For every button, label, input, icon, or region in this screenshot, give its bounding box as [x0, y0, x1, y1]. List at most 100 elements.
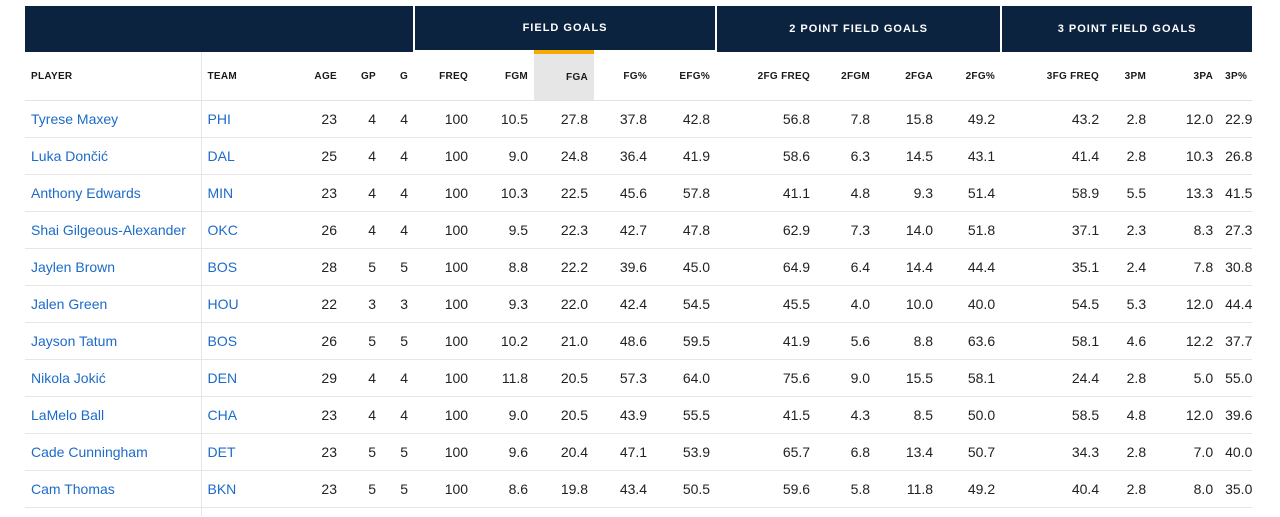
column-header-3pa[interactable]: 3PA — [1152, 52, 1220, 101]
player-link[interactable]: Shai Gilgeous-Alexander — [31, 222, 186, 238]
cell-player: Cam Thomas — [25, 470, 201, 508]
cell-3pm: 2.8 — [1105, 359, 1153, 397]
cell-2fgm: 7.8 — [816, 100, 877, 138]
cell-3fg-freq: 58.9 — [1001, 174, 1106, 212]
column-header-fgm[interactable]: FGM — [474, 52, 535, 101]
column-header-2fgm[interactable]: 2FGM — [816, 52, 877, 101]
group-header-three-point: 3 POINT FIELD GOALS — [1000, 6, 1253, 52]
cell-efg-pct: 45.0 — [653, 248, 717, 286]
cell-efg-pct: 47.8 — [653, 211, 717, 249]
player-link[interactable]: Luka Dončić — [31, 148, 109, 164]
team-link[interactable]: DAL — [207, 148, 235, 164]
table-row: Cade Cunningham DET 23 5 5 100 9.6 20.4 47.1 53.9… — [25, 433, 1252, 471]
cell-freq: 100 — [414, 470, 475, 508]
cell-2fg-freq: 62.9 — [716, 211, 817, 249]
cell-empty — [939, 508, 1001, 517]
cell-fga: 24.8 — [534, 137, 595, 175]
cell-team: PHI — [200, 100, 279, 138]
team-link[interactable]: DEN — [207, 370, 238, 386]
column-header-freq[interactable]: FREQ — [414, 52, 475, 101]
cell-age: 28 — [279, 248, 343, 286]
table-row: Cam Thomas BKN 23 5 5 100 8.6 19.8 43.4 50.5 59.6 5… — [25, 470, 1252, 508]
column-header-fg-pct[interactable]: FG% — [594, 52, 654, 101]
cell-efg-pct: 53.9 — [653, 433, 717, 471]
player-link[interactable]: Jalen Green — [31, 296, 108, 312]
stats-table-container: FIELD GOALS 2 POINT FIELD GOALS 3 POINT … — [25, 6, 1252, 516]
team-link[interactable]: CHA — [207, 407, 238, 423]
player-link[interactable]: Jaylen Brown — [31, 259, 116, 275]
cell-2fg-pct: 51.8 — [939, 211, 1002, 249]
cell-3pa: 8.3 — [1152, 211, 1220, 249]
cell-empty — [1001, 508, 1105, 517]
cell-3p-pct: 39.6 — [1219, 396, 1252, 434]
player-link[interactable]: Jayson Tatum — [31, 333, 118, 349]
column-header-efg-pct[interactable]: EFG% — [653, 52, 717, 101]
cell-fg-pct: 48.6 — [594, 322, 654, 360]
cell-2fga: 15.8 — [876, 100, 940, 138]
cell-efg-pct: 59.5 — [653, 322, 717, 360]
cell-fgm: 10.2 — [474, 322, 535, 360]
cell-fg-pct: 42.7 — [594, 211, 654, 249]
player-link[interactable]: LaMelo Ball — [31, 407, 105, 423]
team-link[interactable]: OKC — [207, 222, 238, 238]
cell-3pa: 7.0 — [1152, 433, 1220, 471]
cell-empty — [594, 508, 653, 517]
cell-freq: 100 — [414, 359, 475, 397]
cell-3pm: 5.5 — [1105, 174, 1153, 212]
player-link[interactable]: Nikola Jokić — [31, 370, 106, 386]
cell-fga: 27.8 — [534, 100, 595, 138]
team-link[interactable]: BKN — [207, 481, 237, 497]
cell-team: DAL — [200, 137, 279, 175]
team-link[interactable]: DET — [207, 444, 236, 460]
cell-3p-pct: 44.4 — [1219, 285, 1252, 323]
column-header-gp[interactable]: GP — [343, 52, 382, 101]
team-link[interactable]: PHI — [207, 111, 231, 127]
cell-3fg-freq: 58.5 — [1001, 396, 1106, 434]
player-link[interactable]: Cade Cunningham — [31, 444, 148, 460]
cell-age: 29 — [279, 359, 343, 397]
cell-2fga: 8.5 — [876, 396, 940, 434]
column-header-age[interactable]: AGE — [279, 52, 343, 101]
cell-efg-pct: 41.9 — [653, 137, 717, 175]
column-header-team[interactable]: TEAM — [200, 52, 279, 101]
cell-g: 4 — [382, 396, 415, 434]
column-header-3pm[interactable]: 3PM — [1105, 52, 1153, 101]
cell-2fgm: 9.0 — [816, 359, 877, 397]
table-row: Shai Gilgeous-Alexander OKC 26 4 4 100 9.5 22.3… — [25, 211, 1252, 249]
column-header-2fg-freq[interactable]: 2FG FREQ — [716, 52, 817, 101]
cell-fgm: 10.3 — [474, 174, 535, 212]
group-header-two-point: 2 POINT FIELD GOALS — [715, 6, 1002, 52]
cell-empty — [343, 508, 382, 517]
cell-fgm: 9.5 — [474, 211, 535, 249]
team-link[interactable]: BOS — [207, 333, 238, 349]
cell-g: 5 — [382, 248, 415, 286]
column-header-player[interactable]: PLAYER — [25, 52, 201, 101]
team-link[interactable]: MIN — [207, 185, 234, 201]
column-header-g[interactable]: G — [382, 52, 415, 101]
cell-3pm: 2.8 — [1105, 100, 1153, 138]
column-header-fga[interactable]: FGA — [534, 50, 595, 101]
column-header-2fga[interactable]: 2FGA — [876, 52, 940, 101]
column-header-2fg-pct[interactable]: 2FG% — [939, 52, 1002, 101]
team-link[interactable]: HOU — [207, 296, 239, 312]
cell-2fg-freq: 65.7 — [716, 433, 817, 471]
cell-2fg-freq: 56.8 — [716, 100, 817, 138]
team-link[interactable]: BOS — [207, 259, 238, 275]
cell-gp: 4 — [343, 359, 382, 397]
player-link[interactable]: Anthony Edwards — [31, 185, 141, 201]
cell-3pm: 4.8 — [1105, 396, 1153, 434]
cell-fgm: 9.0 — [474, 396, 535, 434]
column-header-3fg-freq[interactable]: 3FG FREQ — [1001, 52, 1106, 101]
cell-freq: 100 — [414, 322, 475, 360]
cell-fgm: 9.6 — [474, 433, 535, 471]
cell-gp: 5 — [343, 248, 382, 286]
cell-team: DET — [200, 433, 279, 471]
player-link[interactable]: Cam Thomas — [31, 481, 115, 497]
cell-3pa: 12.2 — [1152, 322, 1220, 360]
player-link[interactable]: Tyrese Maxey — [31, 111, 119, 127]
cell-fga: 22.5 — [534, 174, 595, 212]
cell-3fg-freq: 24.4 — [1001, 359, 1106, 397]
cell-2fg-freq: 59.6 — [716, 470, 817, 508]
cell-gp: 4 — [343, 137, 382, 175]
column-header-3p-pct[interactable]: 3P% — [1219, 52, 1253, 101]
